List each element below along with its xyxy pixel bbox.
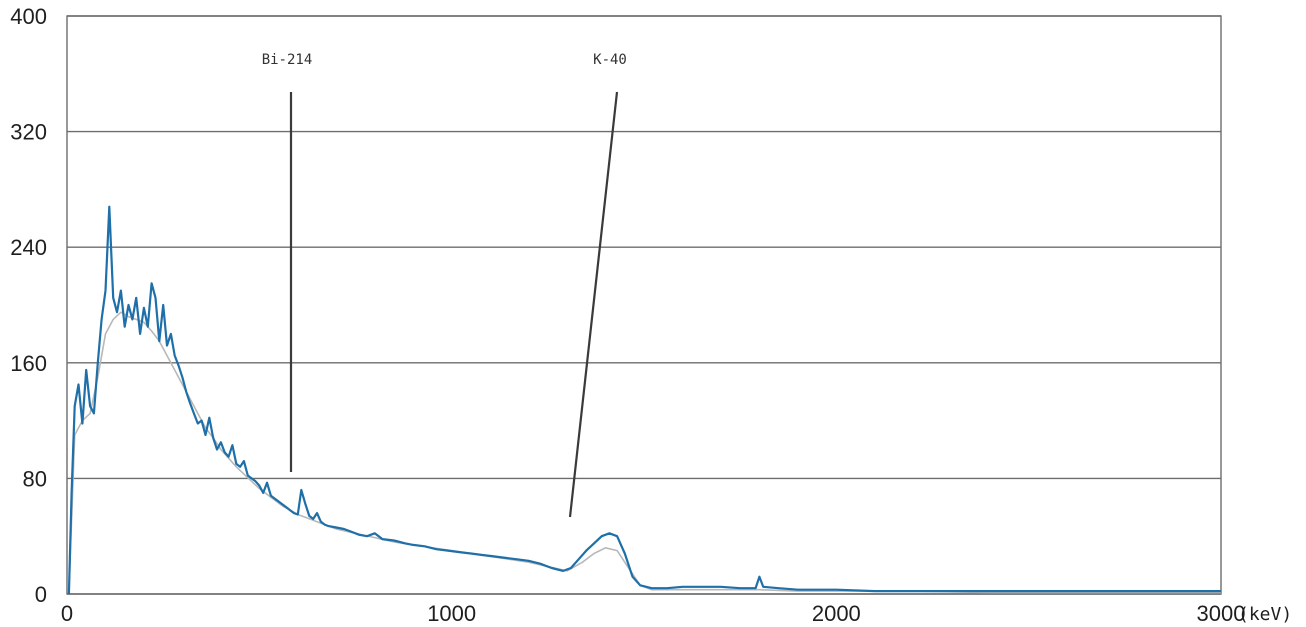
background-series-line — [68, 311, 1221, 595]
x-tick-label-0: 0 — [61, 601, 73, 626]
annotation-label-k-40: K-40 — [593, 52, 627, 68]
annotation-layer: Bi-214 K-40 — [262, 52, 627, 518]
y-tick-label-160: 160 — [10, 351, 47, 376]
grid-layer — [66, 15, 1222, 595]
y-tick-label-240: 240 — [10, 235, 47, 260]
x-unit-label: (keV) — [1238, 604, 1292, 625]
annotation-label-bi-214: Bi-214 — [262, 52, 313, 68]
plot-frame — [66, 15, 1222, 595]
x-tick-label-2000: 2000 — [812, 601, 861, 626]
y-tick-label-320: 320 — [10, 120, 47, 145]
y-tick-label-400: 400 — [10, 4, 47, 29]
axis-layer: 0 80 160 240 320 400 0 1000 2000 3000(keV) — [10, 4, 1292, 626]
spectrum-series-line — [67, 205, 1221, 595]
x-tick-label-1000: 1000 — [427, 601, 476, 626]
annotation-leader-k-40 — [568, 91, 619, 518]
x-tick-label-3000: 3000 — [1197, 601, 1246, 626]
y-tick-label-80: 80 — [23, 466, 47, 491]
series-layer — [67, 205, 1221, 595]
y-tick-label-0: 0 — [35, 582, 47, 607]
